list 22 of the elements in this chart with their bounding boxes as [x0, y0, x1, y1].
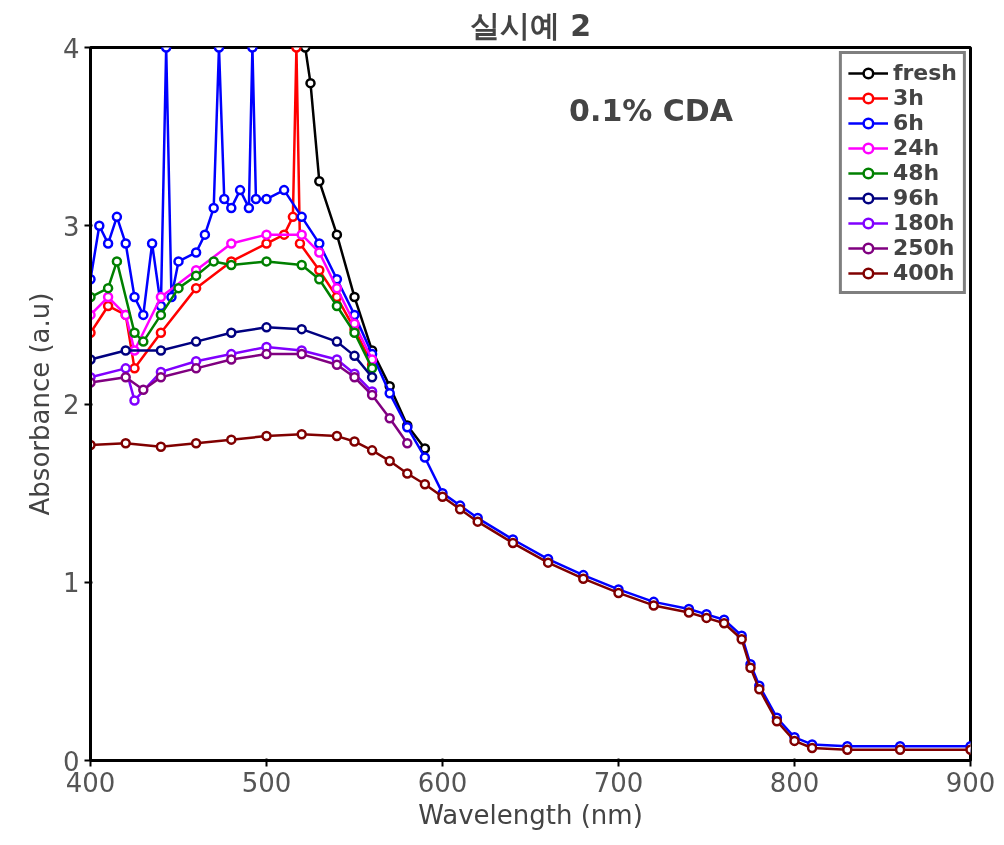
legend-label: 48h	[892, 160, 940, 185]
legend-label: fresh	[892, 60, 957, 85]
x-axis-title: Wavelength (nm)	[418, 799, 643, 830]
legend-label: 180h	[892, 210, 955, 235]
x-tick-label: 600	[417, 767, 468, 798]
y-tick-label: 3	[62, 211, 80, 242]
legend-label: 3h	[892, 85, 924, 110]
legend-label: 250h	[892, 235, 955, 260]
y-tick-label: 2	[62, 390, 80, 420]
y-tick-label: 4	[62, 33, 80, 64]
y-axis-title: Absorbance (a.u)	[24, 292, 55, 516]
x-tick-label: 500	[241, 767, 292, 798]
annotation: 0.1% CDA	[569, 92, 734, 128]
x-tick-label: 800	[769, 767, 820, 798]
legend-label: 6h	[892, 110, 924, 135]
y-tick-label: 1	[62, 568, 80, 599]
chart-title: 실시예 2	[469, 7, 592, 43]
legend-label: 400h	[892, 260, 955, 285]
x-tick-label: 900	[945, 767, 996, 798]
x-tick-label: 700	[593, 767, 644, 798]
legend-label: 96h	[892, 185, 940, 210]
legend-label: 24h	[892, 135, 940, 160]
